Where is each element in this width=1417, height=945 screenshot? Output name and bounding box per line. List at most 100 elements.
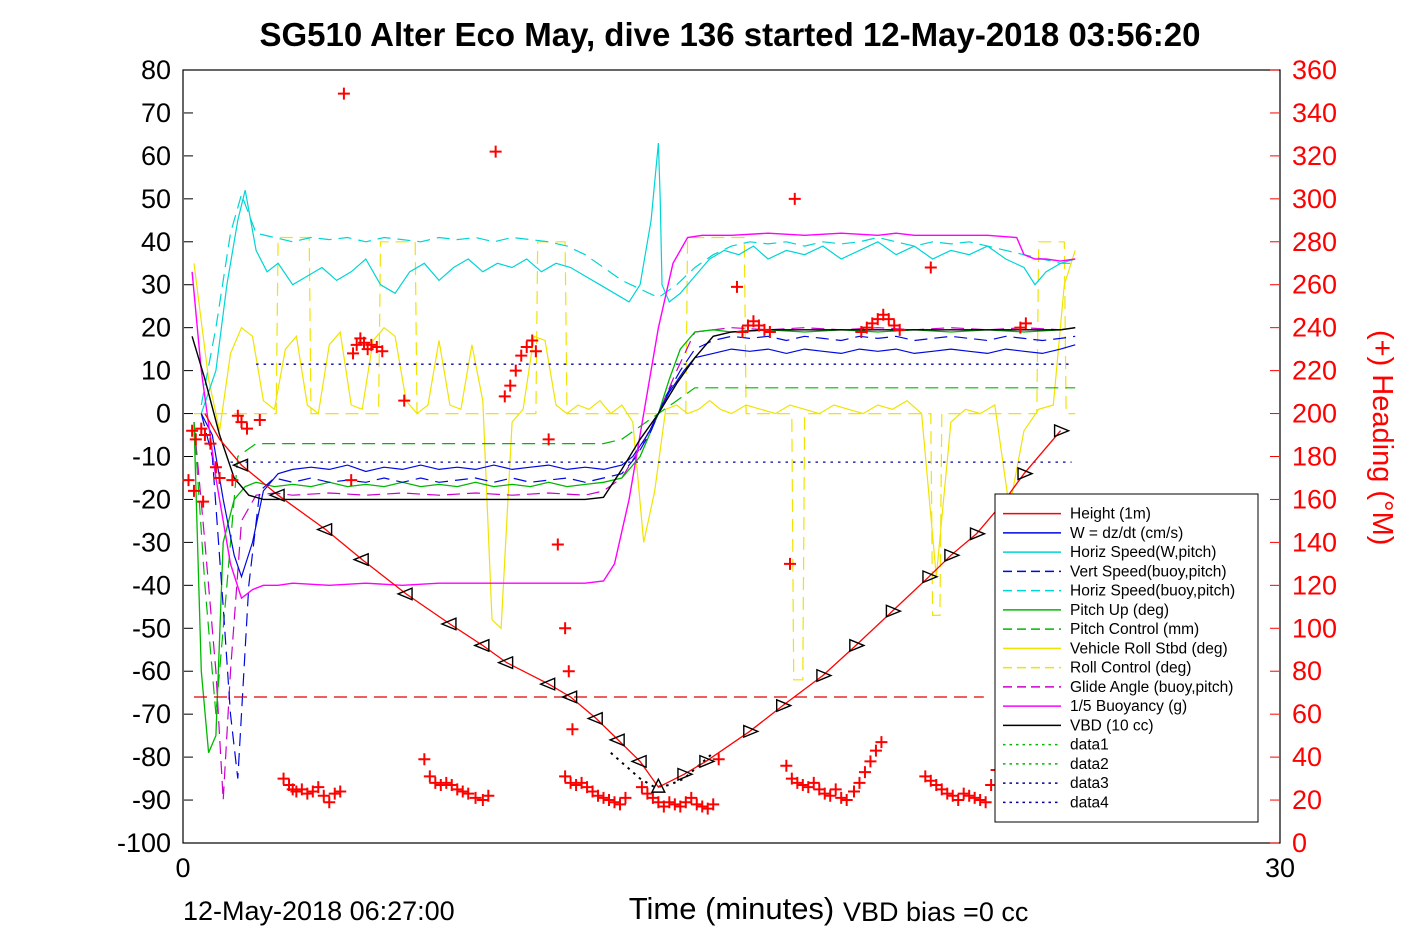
heading-plus-marker <box>869 744 882 757</box>
heading-plus-marker <box>482 789 495 802</box>
heading-plus-marker <box>957 787 970 800</box>
glider-direction-marker <box>650 777 666 793</box>
right-axis-label: (+) Heading (°M) <box>1366 330 1398 546</box>
glider-direction-marker <box>849 638 866 653</box>
right-axis-tick-label: 160 <box>1292 484 1337 514</box>
heading-plus-marker <box>182 474 195 487</box>
heading-plus-marker <box>663 796 676 809</box>
heading-plus-marker <box>559 770 572 783</box>
heading-plus-marker <box>434 779 447 792</box>
heading-plus-marker <box>858 766 871 779</box>
left-axis-tick-label: -40 <box>132 570 171 600</box>
glider-direction-marker <box>496 655 514 670</box>
heading-plus-marker <box>875 736 888 749</box>
heading-plus-marker <box>253 413 266 426</box>
right-axis-tick-label: 220 <box>1292 356 1337 386</box>
heading-plus-marker <box>189 433 202 446</box>
heading-plus-marker <box>440 776 453 789</box>
right-axis-tick-label: 240 <box>1292 313 1337 343</box>
glider-direction-marker <box>608 733 625 747</box>
glider-direction-marker <box>440 617 457 631</box>
heading-plus-marker <box>551 538 564 551</box>
heading-plus-marker <box>562 665 575 678</box>
heading-plus-marker <box>469 791 482 804</box>
legend-label: data2 <box>1070 756 1109 773</box>
glider-direction-marker <box>630 754 647 769</box>
heading-plus-marker <box>456 785 469 798</box>
heading-plus-marker <box>924 261 937 274</box>
left-axis-tick-label: 20 <box>141 313 171 343</box>
left-axis-tick-label: 70 <box>141 98 171 128</box>
heading-plus-marker <box>515 349 528 362</box>
heading-plus-marker <box>784 557 797 570</box>
heading-plus-marker <box>451 783 464 796</box>
right-axis-tick-label: 80 <box>1292 656 1322 686</box>
legend-box <box>994 493 1259 823</box>
heading-plus-marker <box>345 474 358 487</box>
heading-plus-marker <box>317 789 330 802</box>
series-pitch-up <box>193 327 1076 754</box>
heading-plus-marker <box>195 422 208 435</box>
legend-label: Vehicle Roll Stbd (deg) <box>1070 640 1228 657</box>
heading-plus-marker <box>780 759 793 772</box>
heading-plus-marker <box>226 474 239 487</box>
left-axis-tick-label: -30 <box>132 527 171 557</box>
left-axis-tick-label: 0 <box>156 399 171 429</box>
heading-plus-marker <box>788 192 801 205</box>
glider-direction-marker <box>922 569 939 584</box>
x-axis-tick-label: 30 <box>1265 853 1295 883</box>
left-axis-tick-label: -50 <box>132 613 171 643</box>
heading-plus-marker <box>197 495 210 508</box>
heading-plus-marker <box>796 779 809 792</box>
heading-plus-marker <box>979 796 992 809</box>
heading-plus-marker <box>613 798 626 811</box>
legend-label: 1/5 Buoyancy (g) <box>1070 698 1187 715</box>
left-axis-tick-label: -80 <box>132 742 171 772</box>
dive-start-timestamp: 12-May-2018 06:27:00 <box>183 896 455 926</box>
legend-label: Height (1m) <box>1070 506 1151 523</box>
heading-plus-marker <box>668 798 681 811</box>
x-axis-label: Time (minutes) <box>628 891 835 926</box>
legend-label: Vert Speed(buoy,pitch) <box>1070 563 1227 580</box>
right-axis-tick-label: 40 <box>1292 742 1322 772</box>
legend-label: Pitch Up (deg) <box>1070 602 1169 619</box>
heading-plus-marker <box>290 785 303 798</box>
heading-plus-marker <box>941 787 954 800</box>
heading-plus-marker <box>893 323 906 336</box>
heading-plus-marker <box>635 781 648 794</box>
heading-plus-marker <box>963 789 976 802</box>
heading-plus-marker <box>968 791 981 804</box>
heading-plus-marker <box>597 791 610 804</box>
heading-plus-marker <box>840 794 853 807</box>
heading-plus-marker <box>570 779 583 792</box>
left-axis-tick-label: 50 <box>141 184 171 214</box>
glider-direction-marker <box>396 587 413 601</box>
heading-plus-marker <box>509 364 522 377</box>
left-axis-tick-label: -10 <box>132 442 171 472</box>
heading-plus-marker <box>592 789 605 802</box>
x-axis-tick-label: 0 <box>175 853 190 883</box>
heading-plus-marker <box>337 87 350 100</box>
glider-direction-marker <box>885 604 903 618</box>
left-axis-tick-label: -70 <box>132 699 171 729</box>
series-glide-angle <box>193 327 1076 801</box>
heading-plus-marker <box>696 800 709 813</box>
heading-plus-marker <box>542 433 555 446</box>
legend-label: Roll Control (deg) <box>1070 660 1191 677</box>
heading-plus-marker <box>376 345 389 358</box>
left-axis-tick-label: -60 <box>132 656 171 686</box>
heading-plus-marker <box>758 323 771 336</box>
left-axis-tick-label: 10 <box>141 356 171 386</box>
glider-direction-marker <box>775 698 793 713</box>
heading-plus-marker <box>603 794 616 807</box>
heading-plus-marker <box>398 394 411 407</box>
left-axis-tick-label: -100 <box>117 828 171 858</box>
glider-direction-marker <box>677 767 694 782</box>
series-horiz-speed-w <box>200 142 1076 414</box>
heading-plus-marker <box>423 770 436 783</box>
heading-plus-marker <box>198 429 211 442</box>
heading-plus-marker <box>498 390 511 403</box>
right-axis-tick-label: 120 <box>1292 570 1337 600</box>
heading-plus-marker <box>529 345 542 358</box>
heading-plus-marker <box>763 325 776 338</box>
